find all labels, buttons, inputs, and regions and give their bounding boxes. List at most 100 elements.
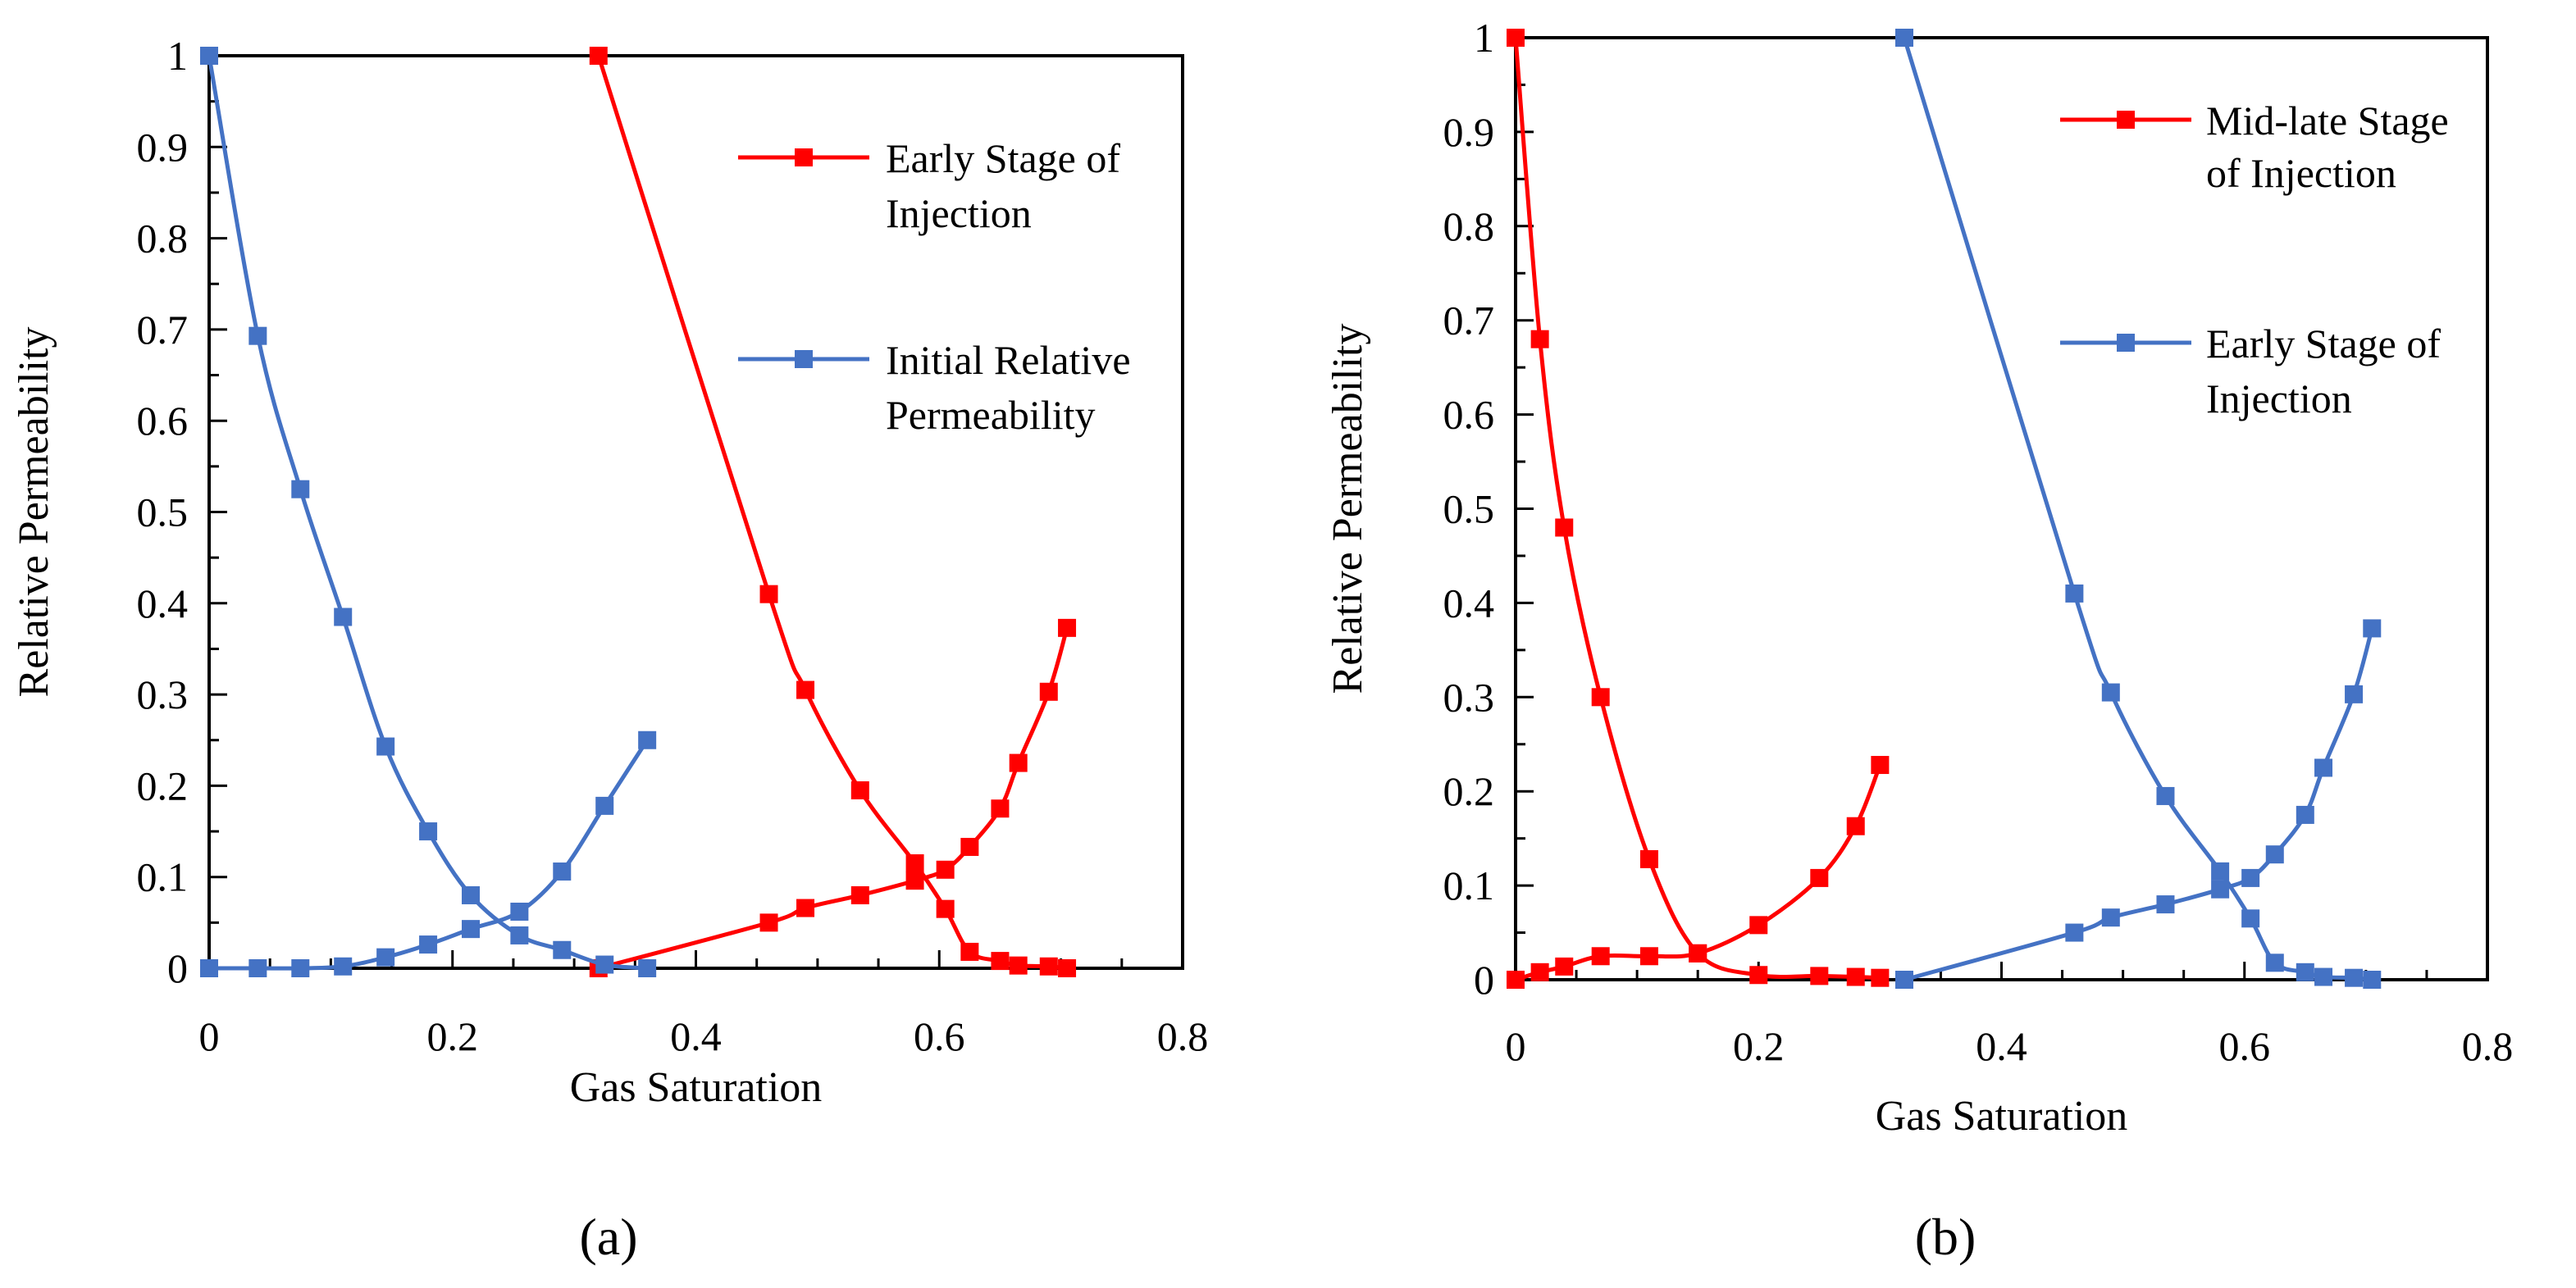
data-point	[334, 957, 353, 976]
y-tick-label: 0.1	[1443, 862, 1495, 908]
y-tick-label: 0.5	[1443, 486, 1495, 532]
data-point	[291, 959, 310, 977]
y-tick-label: 0.9	[1443, 109, 1495, 155]
data-point	[200, 959, 218, 977]
x-tick-label: 0	[199, 1013, 220, 1059]
legend-marker	[2117, 111, 2135, 129]
data-point	[1530, 330, 1549, 348]
data-point	[638, 959, 657, 977]
data-point	[1555, 518, 1574, 537]
y-tick-label: 0.3	[137, 671, 189, 717]
data-point	[905, 872, 924, 890]
data-point	[553, 940, 572, 959]
legend-label-line-2: Injection	[2206, 375, 2352, 421]
data-point	[2211, 880, 2230, 899]
y-tick-label: 0.4	[1443, 580, 1495, 626]
y-tick-label: 1	[1474, 15, 1494, 61]
data-point	[759, 585, 778, 603]
data-point	[796, 899, 815, 917]
data-point	[2363, 619, 2382, 638]
data-point	[991, 952, 1010, 971]
legend-marker	[795, 148, 813, 166]
data-point	[2363, 971, 2382, 989]
data-point	[796, 680, 815, 699]
series-initial-relative-permeability	[200, 47, 657, 977]
data-point	[2314, 758, 2333, 777]
x-tick-label: 0.6	[914, 1013, 965, 1059]
data-point	[200, 47, 218, 65]
x-tick-label: 0.4	[1976, 1023, 2027, 1069]
data-point	[960, 942, 979, 961]
data-point	[1846, 967, 1865, 986]
data-point	[1871, 968, 1890, 987]
y-tick-label: 0.1	[137, 854, 189, 900]
legend-entry: Initial Relative Permeability	[738, 337, 1131, 438]
series-line	[209, 739, 650, 971]
y-tick-label: 0.6	[137, 398, 189, 444]
data-point	[595, 796, 614, 815]
data-point	[1749, 966, 1768, 985]
y-tick-label: 0	[1474, 957, 1494, 1003]
data-point	[1009, 956, 1028, 975]
x-tick-label: 0.2	[1733, 1023, 1785, 1069]
legend-marker	[795, 350, 813, 368]
data-point	[553, 862, 572, 881]
data-point	[595, 955, 614, 974]
data-point	[1591, 688, 1610, 707]
data-point	[1039, 682, 1058, 701]
data-point	[850, 781, 869, 799]
data-point	[589, 47, 608, 65]
data-point	[1555, 957, 1574, 976]
data-point	[376, 948, 395, 967]
y-tick-label: 0.8	[137, 216, 189, 262]
series-line	[1513, 37, 1881, 981]
y-tick-label: 0.9	[137, 124, 189, 170]
panel-label: (a)	[579, 1208, 637, 1266]
data-point	[2156, 895, 2175, 914]
data-point	[1810, 967, 1829, 985]
data-point	[1639, 947, 1658, 966]
data-point	[1058, 959, 1077, 977]
data-point	[1591, 947, 1610, 966]
data-point	[1009, 753, 1028, 772]
data-point	[2156, 786, 2175, 805]
y-tick-label: 0.7	[137, 307, 189, 353]
data-point	[1846, 817, 1865, 835]
series-line	[598, 627, 1069, 971]
data-point	[376, 737, 395, 756]
data-point	[2211, 862, 2230, 881]
data-point	[905, 854, 924, 873]
y-tick-label: 0.8	[1443, 203, 1495, 249]
data-point	[850, 885, 869, 904]
data-point	[1810, 868, 1829, 887]
x-tick-label: 0.6	[2219, 1023, 2271, 1069]
data-point	[936, 860, 955, 879]
legend-entry: Mid-late Stage of Injection	[2060, 98, 2449, 196]
data-point	[2345, 685, 2364, 703]
legend-label-line-1: Early Stage of	[2206, 321, 2441, 366]
y-tick-label: 0.3	[1443, 674, 1495, 720]
data-point	[462, 920, 481, 939]
series-early-stage-of-injection	[1895, 29, 2382, 989]
data-point	[2296, 805, 2314, 824]
data-point	[419, 822, 438, 841]
plot-frame	[207, 54, 1184, 970]
legend-label-line-1: Initial Relative	[886, 337, 1131, 383]
data-point	[248, 326, 267, 345]
data-point	[2065, 923, 2084, 942]
legend-label-line-2: Injection	[886, 190, 1032, 236]
legend-label-line-1: Early Stage of	[886, 135, 1120, 181]
data-point	[1507, 971, 1525, 989]
legend-entry: Early Stage of Injection	[738, 135, 1120, 236]
data-point	[1507, 29, 1525, 47]
legend-entry: Early Stage of Injection	[2060, 321, 2441, 421]
data-point	[2241, 868, 2260, 887]
x-axis-title: Gas Saturation	[570, 1064, 823, 1111]
x-tick-label: 0	[1506, 1023, 1526, 1069]
panel-label: (b)	[1915, 1208, 1976, 1266]
data-point	[1058, 618, 1077, 637]
data-point	[759, 913, 778, 932]
data-point	[2265, 845, 2284, 864]
data-point	[638, 730, 657, 749]
data-point	[1895, 29, 1913, 47]
